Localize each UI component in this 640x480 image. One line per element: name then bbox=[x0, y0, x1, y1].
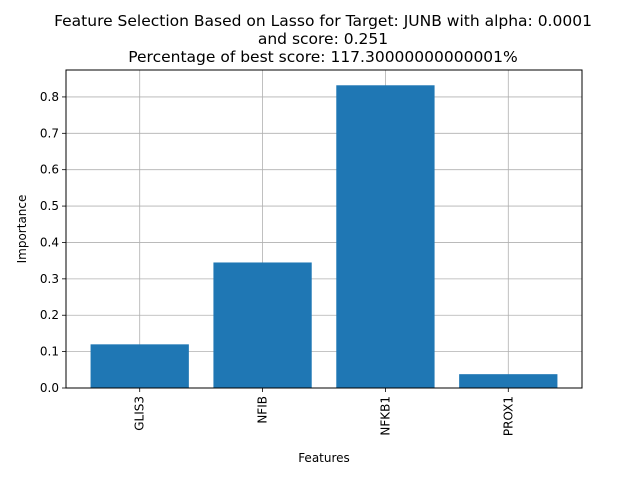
y-tick-label: 0.7 bbox=[40, 126, 59, 140]
x-tick-label: NFIB bbox=[256, 396, 270, 424]
y-tick-label: 0.1 bbox=[40, 345, 59, 359]
x-tick-label: PROX1 bbox=[501, 396, 515, 436]
y-tick-label: 0.5 bbox=[40, 199, 59, 213]
chart-title-line-2: and score: 0.251 bbox=[258, 30, 388, 48]
bar-nfkb1 bbox=[336, 85, 435, 388]
x-axis-ticks: GLIS3 NFIB NFKB1 PROX1 bbox=[133, 388, 515, 436]
bar-nfib bbox=[213, 262, 312, 388]
y-axis-label: Importance bbox=[15, 195, 29, 264]
x-axis-label: Features bbox=[298, 451, 350, 465]
y-tick-label: 0.0 bbox=[40, 381, 59, 395]
chart-title-line-3: Percentage of best score: 117.3000000000… bbox=[128, 48, 518, 66]
y-axis-ticks: 0.0 0.1 0.2 0.3 0.4 0.5 0.6 0.7 0.8 bbox=[40, 90, 66, 395]
y-tick-label: 0.4 bbox=[40, 235, 59, 249]
y-tick-label: 0.2 bbox=[40, 308, 59, 322]
grid bbox=[66, 70, 582, 389]
chart-title-line-1: Feature Selection Based on Lasso for Tar… bbox=[54, 12, 592, 30]
bars bbox=[90, 85, 558, 388]
y-tick-label: 0.6 bbox=[40, 163, 59, 177]
y-tick-label: 0.3 bbox=[40, 272, 59, 286]
bar-prox1 bbox=[459, 374, 558, 388]
y-tick-label: 0.8 bbox=[40, 90, 59, 104]
plot-frame bbox=[65, 69, 583, 389]
bar-glis3 bbox=[90, 344, 189, 388]
x-tick-label: NFKB1 bbox=[378, 396, 392, 436]
x-tick-label: GLIS3 bbox=[133, 396, 147, 431]
